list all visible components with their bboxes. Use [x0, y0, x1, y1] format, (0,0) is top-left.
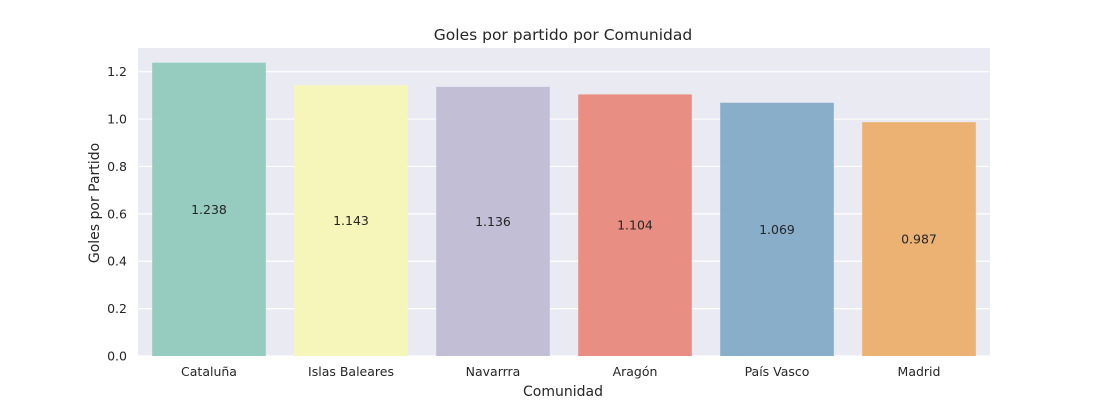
- bar-value-label: 1.238: [191, 202, 227, 217]
- x-tick-label: Madrid: [898, 364, 941, 379]
- y-tick-label: 0.4: [107, 254, 127, 269]
- grid-lines: [138, 71, 990, 357]
- bar-value-label: 1.143: [333, 213, 369, 228]
- bar: [720, 102, 834, 356]
- y-tick-label: 0.8: [107, 159, 127, 174]
- x-tick-label: Aragón: [613, 364, 658, 379]
- y-axis-label: Goles por Partido: [87, 143, 103, 263]
- bar: [862, 122, 976, 356]
- bar-value-label: 0.987: [901, 232, 937, 247]
- y-tick-label: 0.0: [107, 349, 127, 364]
- plot-area: [138, 48, 990, 356]
- y-tick-label: 1.2: [107, 64, 127, 79]
- x-tick-label: Islas Baleares: [308, 364, 394, 379]
- x-tick-label: Navarrra: [466, 364, 521, 379]
- y-axis-ticks: 0.0 0.2 0.4 0.6 0.8 1.0 1.2: [107, 64, 127, 363]
- x-axis-ticks: Cataluña Islas Baleares Navarrra Aragón País…: [181, 364, 940, 379]
- bar: [436, 86, 550, 357]
- bar: [294, 85, 408, 356]
- bar: [152, 62, 266, 356]
- bars: 1.238 1.143 1.136 1.104 1.069 0.987: [152, 62, 976, 357]
- y-tick-label: 0.2: [107, 301, 127, 316]
- bar-value-label: 1.069: [759, 222, 795, 237]
- bar-value-label: 1.136: [475, 214, 511, 229]
- x-axis-label: Comunidad: [523, 384, 603, 400]
- bar: [578, 94, 692, 356]
- y-tick-label: 1.0: [107, 112, 127, 127]
- bar-value-label: 1.104: [617, 218, 653, 233]
- y-tick-label: 0.6: [107, 206, 127, 221]
- x-tick-label: País Vasco: [745, 364, 810, 379]
- x-tick-label: Cataluña: [181, 364, 237, 379]
- chart-title: Goles por partido por Comunidad: [434, 26, 692, 44]
